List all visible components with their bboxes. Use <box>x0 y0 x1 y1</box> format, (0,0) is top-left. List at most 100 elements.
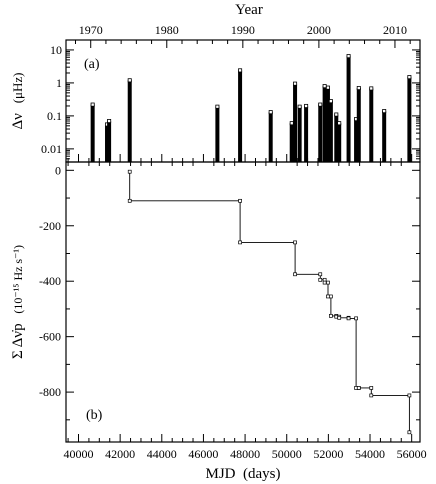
panel-a-glitch-frequency-jumps: Year 1970 1980 1990 2000 2010 0.01 0.1 1 10 (a)… <box>10 2 421 163</box>
panel-a-bar <box>337 123 342 162</box>
panel-a-y-tick-label: 0.01 <box>41 142 62 156</box>
panel-a-bar <box>328 101 333 162</box>
panel-b-y-axis-label: Σ Δν̇p (10⁻¹⁵ Hz s⁻¹) <box>10 245 26 359</box>
panel-b-point <box>329 314 333 318</box>
top-axis-title: Year <box>235 2 263 18</box>
panel-a-label: (a) <box>84 57 100 72</box>
panel-a-bar <box>90 104 95 162</box>
panel-b-y-tick-label: -400 <box>39 274 61 288</box>
panel-a-y-ticks: 0.01 0.1 1 10 <box>41 43 420 160</box>
panel-a-bar <box>407 77 412 162</box>
panel-a-bar-marker <box>325 85 330 90</box>
panel-b-x-ticks: 40000 42000 44000 46000 48000 50000 52000 54000… <box>63 154 427 461</box>
top-axis-tick-label: 1990 <box>231 23 255 37</box>
panel-a-bar-marker <box>268 110 273 115</box>
panel-a-bar <box>382 111 387 162</box>
panel-b-step-series <box>127 169 412 435</box>
panel-b-point <box>356 386 361 390</box>
panel-b-y-symbol: Σ Δν̇p <box>10 323 26 359</box>
panel-b-x-tick-label: 40000 <box>63 447 93 461</box>
panel-b-y-tick-label: -800 <box>39 385 61 399</box>
panel-b-y-tick-label: -200 <box>39 219 61 233</box>
panel-b-point <box>369 386 374 390</box>
panel-a-bar <box>369 88 374 162</box>
panel-a-bar-marker <box>238 68 243 73</box>
panel-a-bar <box>215 106 220 162</box>
panel-a-bar-marker <box>127 78 132 83</box>
panel-b-cumulative-line <box>129 171 410 433</box>
panel-a-bar-marker <box>356 86 361 91</box>
panel-a-bar <box>322 86 327 162</box>
panel-a-bar-marker <box>289 121 294 126</box>
panel-a-bar <box>293 83 298 162</box>
panel-a-bar-marker <box>369 86 374 91</box>
panel-a-bar <box>325 87 330 162</box>
panel-b-x-tick-label: 46000 <box>188 447 218 461</box>
panel-b-x-tick-label: 56000 <box>397 447 427 461</box>
panel-a-y-tick-label: 10 <box>50 43 62 57</box>
panel-a-bar-marker <box>297 104 302 109</box>
panel-b-x-tick-label: 54000 <box>355 447 385 461</box>
panel-a-bar-marker <box>215 104 220 109</box>
top-axis-tick-label: 1970 <box>79 23 103 37</box>
panel-b-point <box>354 316 358 321</box>
top-axis-tick-label: 1980 <box>155 23 179 37</box>
panel-a-bar <box>346 56 351 163</box>
panel-a-bar-marker <box>304 103 309 108</box>
panel-b-point <box>293 272 297 277</box>
panel-b-y-tick-label: 0 <box>55 163 61 177</box>
panel-b-point <box>369 393 374 398</box>
panel-a-y-axis-label: Δν (μHz) <box>10 73 26 130</box>
panel-b-point <box>238 198 242 203</box>
panel-b-y-ticks: 0 -200 -400 -600 -800 <box>39 163 420 421</box>
panel-b-point <box>407 430 412 435</box>
panel-b-point <box>326 294 330 299</box>
panel-a-bar-marker <box>293 81 298 86</box>
panel-a-bar-marker <box>328 99 333 104</box>
panel-a-bar <box>105 124 110 162</box>
panel-a-bar-marker <box>90 102 95 107</box>
panel-b-x-tick-label: 44000 <box>147 447 177 461</box>
panel-a-bar <box>334 114 339 162</box>
top-axis-tick-label: 2010 <box>383 23 407 37</box>
panel-a-bar-marker <box>107 119 112 124</box>
panel-a-bar-marker <box>334 112 339 117</box>
panel-b-point <box>337 315 342 320</box>
panel-a-frame <box>65 39 421 163</box>
panel-b-x-tick-label: 42000 <box>105 447 135 461</box>
panel-b-frame <box>65 161 421 443</box>
panel-a-bar <box>268 112 273 162</box>
panel-a-bar <box>318 104 323 162</box>
panel-a-bar-marker <box>407 75 412 80</box>
panel-a-bar <box>289 123 294 162</box>
panel-b-point <box>238 240 242 245</box>
panel-b-point <box>127 169 132 174</box>
panel-b-y-tick-label: -600 <box>39 330 61 344</box>
panel-a-bar <box>238 70 243 162</box>
panel-b-point <box>322 280 327 285</box>
panel-b-cumulative-spin-down: 0 -200 -400 -600 -800 40000 42000 44000 46000 48… <box>10 154 427 482</box>
panel-b-point <box>346 316 351 321</box>
panel-a-bar <box>107 121 112 162</box>
panel-a-bar <box>297 106 302 162</box>
panel-b-x-axis-label: MJD (days) <box>206 466 281 482</box>
panel-a-y-tick-label: 0.1 <box>47 109 62 123</box>
panel-a-bar-marker <box>318 102 323 107</box>
panel-b-point <box>334 314 339 319</box>
panel-b-point <box>329 294 333 299</box>
panel-a-bar <box>356 88 361 162</box>
panel-a-bar <box>354 119 359 162</box>
panel-b-point <box>326 280 330 285</box>
panel-a-y-unit: (μHz) <box>10 73 25 104</box>
panel-a-y-tick-label: 1 <box>56 76 62 90</box>
panel-b-point <box>293 240 297 245</box>
panel-b-point <box>407 393 412 398</box>
top-axis-year-ticks: 1970 1980 1990 2000 2010 <box>75 23 411 48</box>
panel-a-bar-marker <box>337 121 342 126</box>
panel-a-bar-marker <box>322 84 327 89</box>
panel-b-label: (b) <box>86 408 103 423</box>
panel-b-x-tick-label: 52000 <box>313 447 343 461</box>
panel-b-point <box>127 198 132 203</box>
panel-b-x-tick-label: 48000 <box>230 447 260 461</box>
